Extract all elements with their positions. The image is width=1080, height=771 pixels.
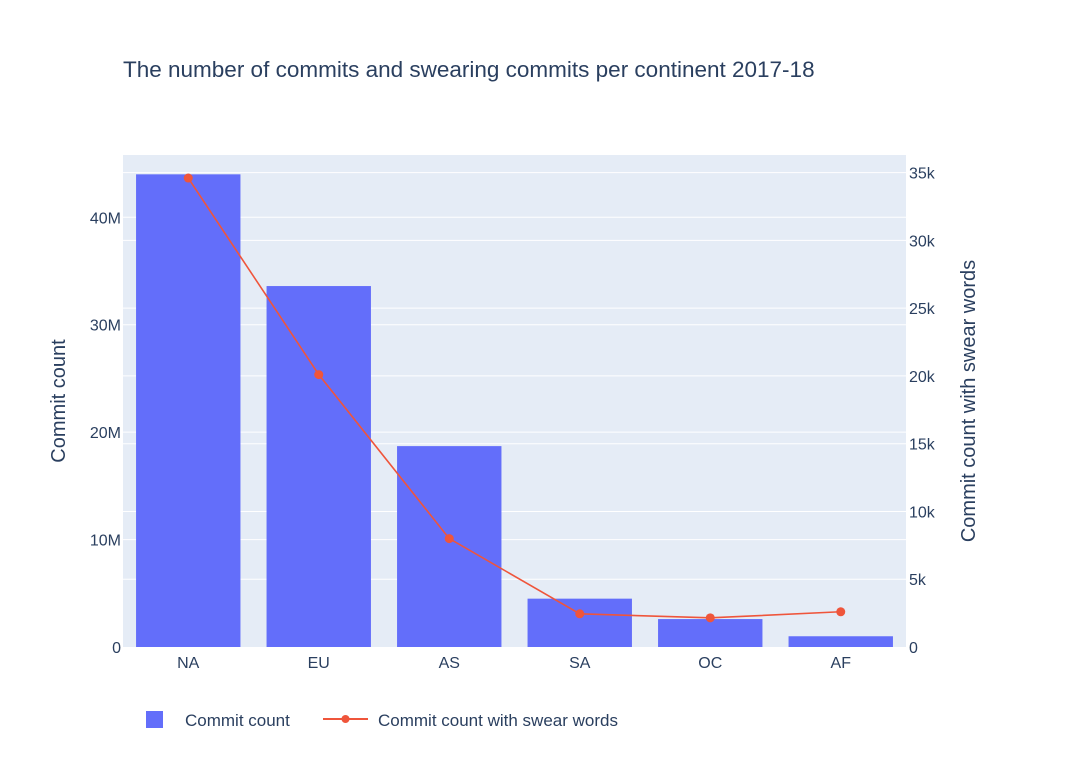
- line-point-NA[interactable]: [183, 173, 193, 183]
- bar-EU[interactable]: [266, 286, 371, 647]
- legend-line-label: Commit count with swear words: [378, 711, 618, 730]
- line-point-EU[interactable]: [314, 370, 324, 380]
- legend-bar-label: Commit count: [185, 711, 290, 730]
- y2-tick-7: 35k: [909, 166, 936, 183]
- y-axis-ticks: 0 10M 20M 30M 40M: [90, 210, 121, 657]
- legend-item-line[interactable]: Commit count with swear words: [323, 711, 618, 730]
- y2-axis-ticks: 0 5k 10k 15k 20k 25k 30k 35k: [909, 166, 936, 657]
- x-axis-ticks: NA EU AS SA OC AF: [177, 655, 851, 672]
- x-tick-OC: OC: [698, 655, 722, 672]
- y2-tick-6: 30k: [909, 233, 936, 250]
- y-tick-2: 20M: [90, 425, 121, 442]
- line-path: [187, 177, 841, 619]
- line-series: [183, 173, 846, 623]
- y-tick-1: 10M: [90, 533, 121, 550]
- line-point-OC[interactable]: [705, 613, 715, 623]
- x-tick-AF: AF: [831, 655, 852, 672]
- legend: Commit count Commit count with swear wor…: [146, 711, 618, 730]
- plot-area: [123, 155, 906, 647]
- line-point-AS[interactable]: [444, 534, 454, 544]
- legend-bar-swatch: [146, 711, 163, 728]
- y2-tick-2: 10k: [909, 504, 936, 521]
- y2-axis-title: Commit count with swear words: [958, 260, 980, 542]
- y-axis-title: Commit count: [48, 339, 70, 463]
- y-tick-4: 40M: [90, 210, 121, 227]
- legend-item-bar[interactable]: Commit count: [146, 711, 290, 730]
- bar-series: [136, 174, 893, 647]
- x-tick-SA: SA: [569, 655, 591, 672]
- x-tick-NA: NA: [177, 655, 200, 672]
- y2-tick-4: 20k: [909, 369, 936, 386]
- bar-SA[interactable]: [527, 598, 632, 647]
- chart-title: The number of commits and swearing commi…: [123, 57, 815, 82]
- y2-tick-0: 0: [909, 640, 918, 657]
- gridlines: [123, 172, 906, 580]
- y2-tick-3: 15k: [909, 437, 936, 454]
- line-point-SA[interactable]: [575, 609, 585, 619]
- y-tick-3: 30M: [90, 318, 121, 335]
- line-point-AF[interactable]: [836, 607, 846, 617]
- bar-NA[interactable]: [136, 174, 241, 647]
- y2-tick-5: 25k: [909, 301, 936, 318]
- bar-AS[interactable]: [397, 446, 502, 647]
- y-tick-0: 0: [112, 640, 121, 657]
- x-tick-EU: EU: [308, 655, 330, 672]
- y2-tick-1: 5k: [909, 572, 927, 589]
- x-tick-AS: AS: [439, 655, 460, 672]
- bar-OC[interactable]: [658, 619, 763, 647]
- bar-AF[interactable]: [788, 636, 893, 647]
- legend-line-marker: [341, 715, 350, 723]
